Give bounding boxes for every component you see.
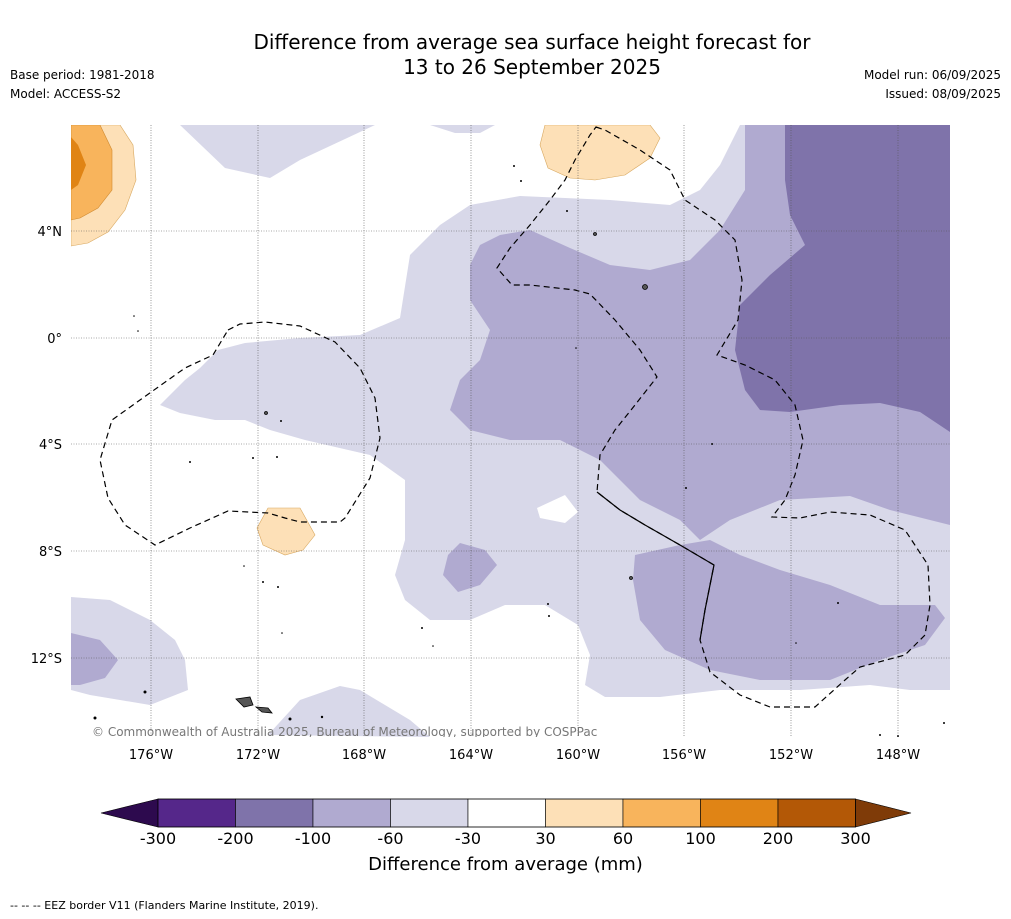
colorbar-extend-above xyxy=(856,799,912,827)
lon-label: 160°W xyxy=(556,748,600,763)
lat-label: 12°S xyxy=(31,652,62,667)
colorbar-segment xyxy=(236,799,314,827)
lon-label: 156°W xyxy=(662,748,706,763)
colorbar-segment xyxy=(778,799,856,827)
lat-label: 4°N xyxy=(38,225,63,240)
colorbar-tick-label: 100 xyxy=(685,829,716,848)
colorbar-tick-label: 300 xyxy=(840,829,871,848)
colorbar-title: Difference from average (mm) xyxy=(0,854,1011,875)
colorbar-segment xyxy=(623,799,701,827)
colorbar-segment xyxy=(158,799,236,827)
colorbar-tick-label: -300 xyxy=(140,829,176,848)
lat-label: 4°S xyxy=(39,438,62,453)
lon-label: 172°W xyxy=(236,748,280,763)
colorbar-extend-below xyxy=(101,799,158,827)
colorbar xyxy=(101,799,911,827)
colorbar-tick-label: -200 xyxy=(217,829,253,848)
colorbar-segment xyxy=(546,799,624,827)
lat-label: 8°S xyxy=(39,545,62,560)
lon-label: 176°W xyxy=(129,748,173,763)
colorbar-tick-label: 60 xyxy=(613,829,633,848)
colorbar-tick-label: -60 xyxy=(377,829,403,848)
colorbar-tick-label: -30 xyxy=(455,829,481,848)
island-tabuaeran xyxy=(594,233,597,236)
colorbar-segment xyxy=(468,799,546,827)
longitude-labels: 176°W 172°W 168°W 164°W 160°W 156°W 152°… xyxy=(129,748,920,763)
colorbar-tick-label: 30 xyxy=(535,829,555,848)
lon-label: 148°W xyxy=(876,748,920,763)
eez-legend-footnote: -- -- -- EEZ border V11 (Flanders Marine… xyxy=(10,899,318,912)
lon-label: 152°W xyxy=(769,748,813,763)
island-penrhyn xyxy=(630,577,633,580)
colorbar-tick-label: 200 xyxy=(763,829,794,848)
lon-label: 164°W xyxy=(449,748,493,763)
colorbar-segment xyxy=(313,799,391,827)
map-figure: © Commonwealth of Australia 2025, Bureau… xyxy=(0,0,1011,919)
latitude-labels: 4°N 0° 4°S 8°S 12°S xyxy=(31,225,62,667)
colorbar-segment xyxy=(391,799,469,827)
island-kiritimati xyxy=(643,285,648,290)
lon-label: 168°W xyxy=(342,748,386,763)
island-phoenix xyxy=(265,412,268,415)
copyright-notice: © Commonwealth of Australia 2025, Bureau… xyxy=(92,725,597,739)
colorbar-tick-label: -100 xyxy=(295,829,331,848)
lat-label: 0° xyxy=(47,332,62,347)
map-plot-area: © Commonwealth of Australia 2025, Bureau… xyxy=(71,125,950,739)
colorbar-segment xyxy=(701,799,779,827)
